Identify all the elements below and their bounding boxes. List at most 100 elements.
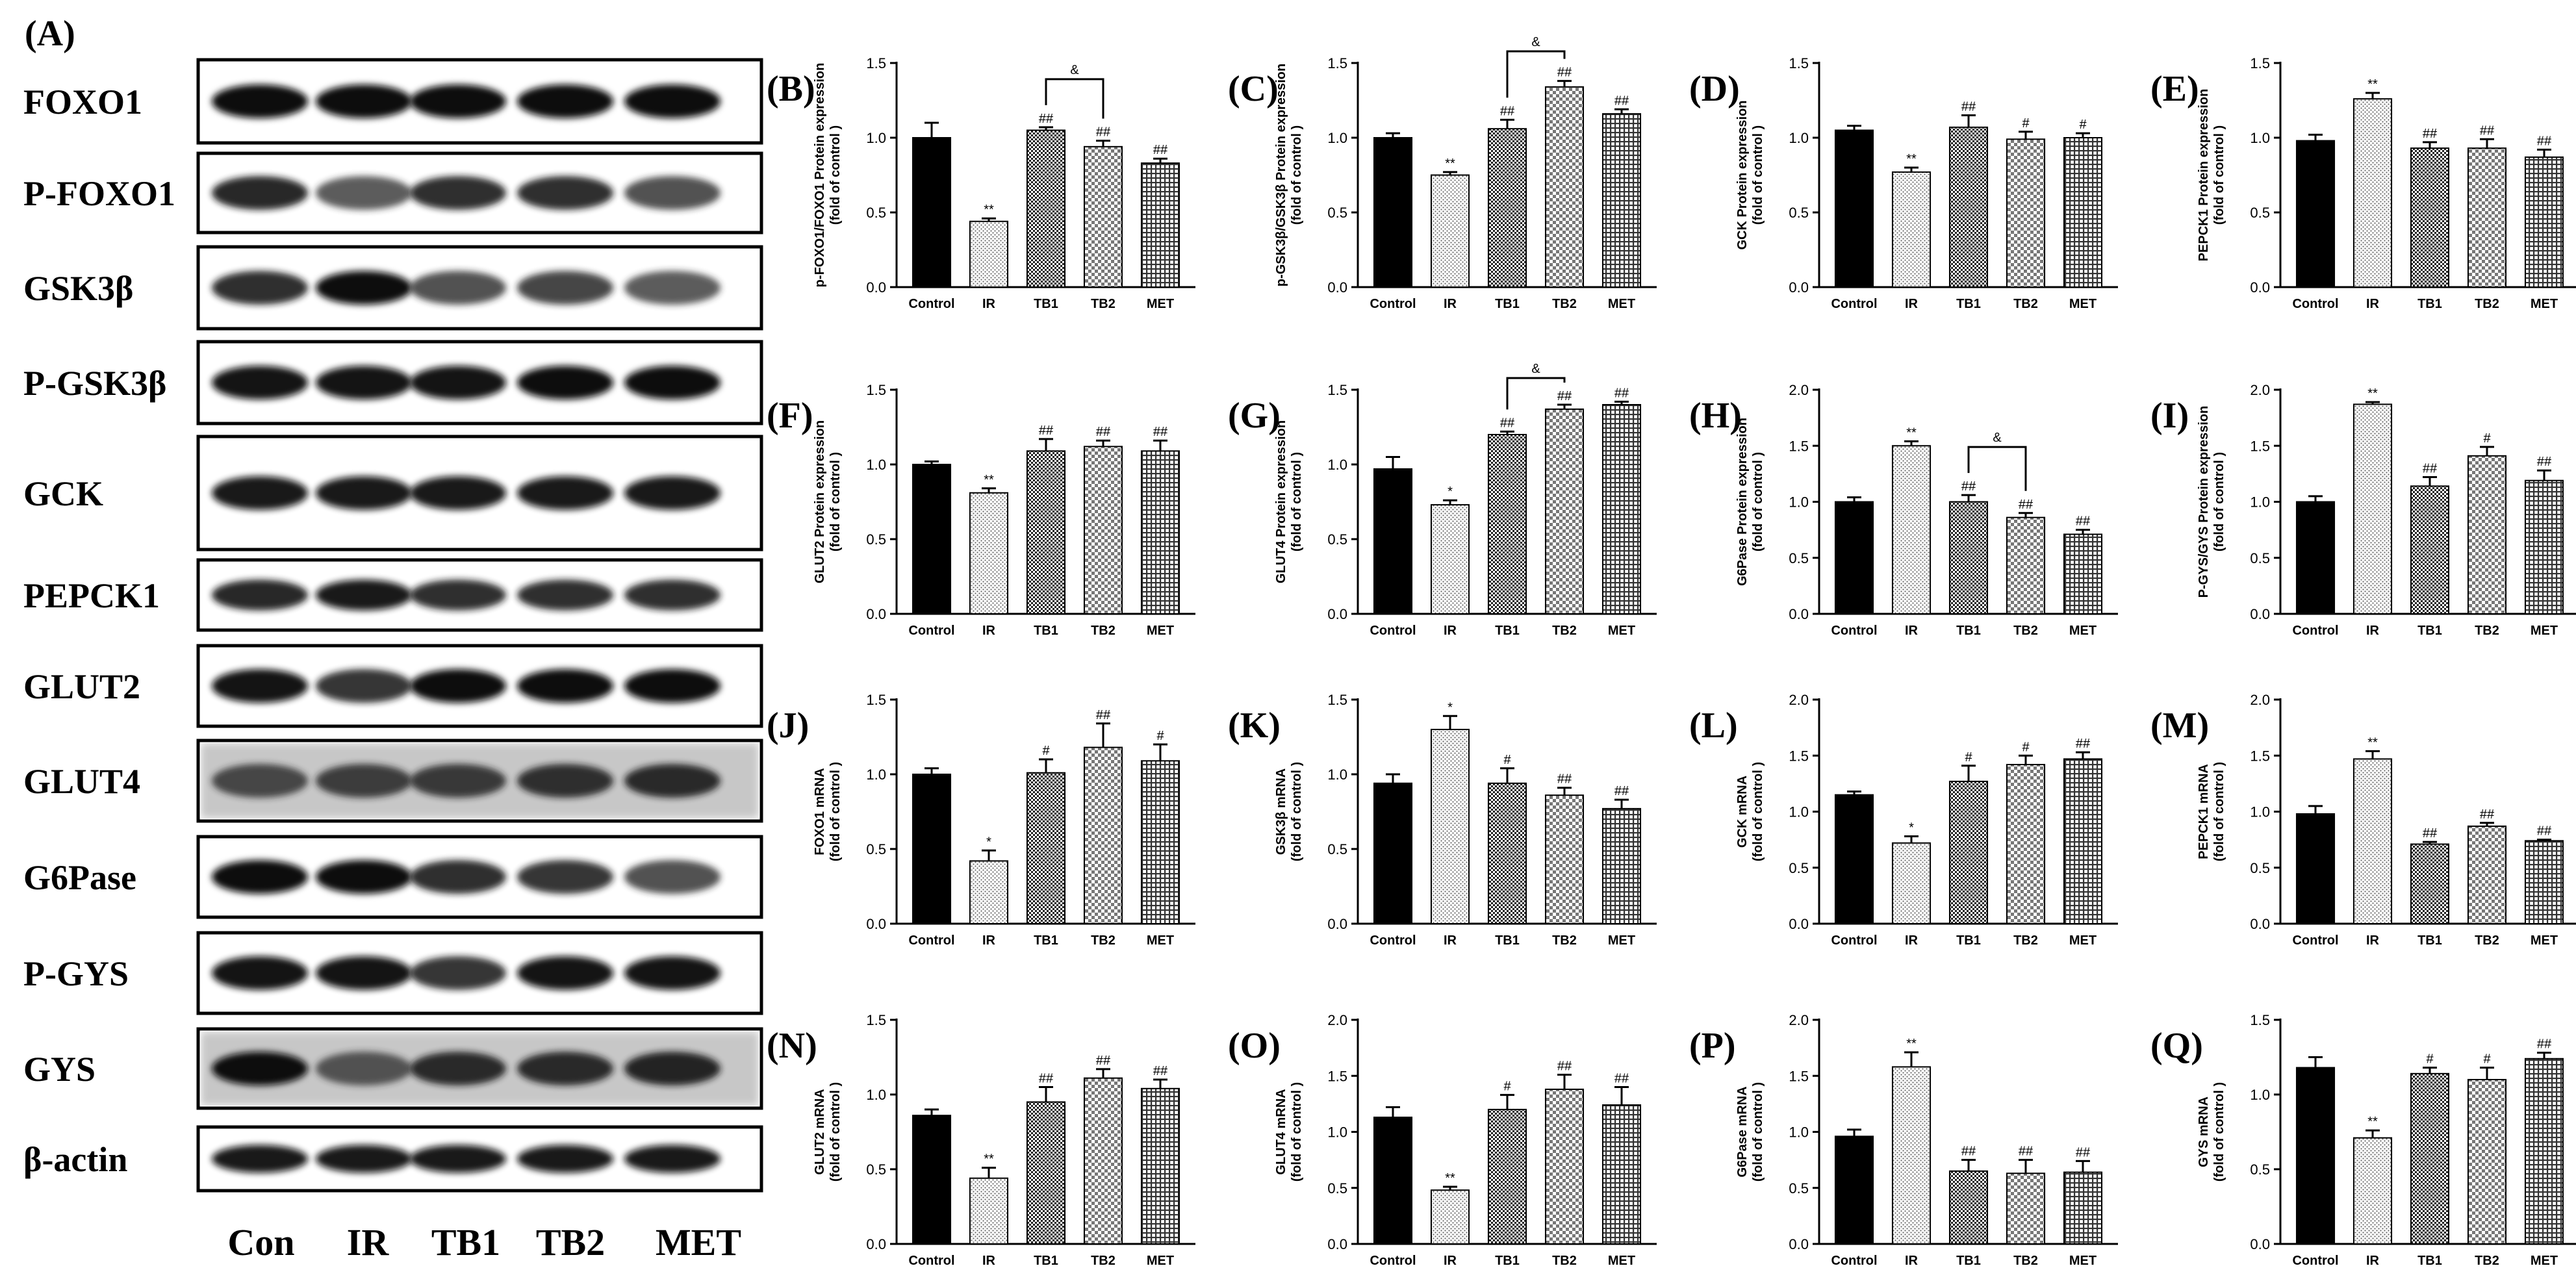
panel-label: (G) [1228,396,1281,436]
significance-mark: # [2483,1052,2491,1067]
significance-mark: ** [1906,1037,1917,1051]
y-tick-label: 1.5 [2250,748,2270,764]
blot-band [316,579,412,611]
y-tick-label: 0.0 [2250,916,2270,932]
bar-chart: (F) 0.0 0.5 1.0 1.5 GLUT2 Protein expression(… [767,382,1195,638]
bar [2410,843,2450,925]
y-tick-label: 0.5 [866,531,886,548]
bar [1140,450,1180,614]
y-axis-label: GLUT4 Protein expression (fold of control… [1274,420,1304,583]
blot-band [410,579,506,611]
y-tick-label: 1.0 [1789,130,1809,146]
panel-label: (P) [1689,1026,1736,1066]
x-tick-label: TB1 [2417,1254,2442,1268]
blot-band [212,956,308,990]
significance-mark: ## [1039,1072,1054,1086]
blot-band [410,176,506,210]
x-tick-label: TB1 [1956,1254,1981,1268]
bar [1891,842,1932,925]
bar [1430,729,1470,924]
x-tick-label: MET [1608,1254,1635,1268]
western-blot-panel: (A) FOXO1 P-FOXO1 GSK3β P-GSK3β GCK PEPCK1 GLU… [23,14,763,1263]
y-tick-label: 1.0 [2250,804,2270,820]
bar [1544,794,1585,924]
y-tick-label: 1.5 [2250,438,2270,454]
bar [2353,98,2393,288]
x-tick-label: TB1 [1034,297,1058,311]
blot-band [517,176,613,210]
bar [1891,171,1932,288]
x-tick-label: Control [908,624,954,638]
x-tick-label: IR [1905,933,1919,948]
y-tick-label: 1.5 [1789,55,1809,71]
y-tick-label: 0.5 [2250,205,2270,221]
x-tick-label: TB1 [2417,933,2442,948]
significance-mark: ## [1614,784,1629,798]
bar-chart: (C) 0.0 0.5 1.0 1.5 p-GSK3β/GSK3β Protein exp… [1228,35,1657,311]
bracket-label: & [1531,362,1540,376]
bar [912,137,952,288]
bar [2410,485,2450,614]
bar [1140,1087,1180,1245]
x-tick-label: TB2 [1552,624,1577,638]
y-axis-label: G6Pase mRNA (fold of control ) [1735,1082,1765,1182]
y-tick-label: 0.0 [1327,279,1347,296]
significance-mark: ## [1557,772,1572,787]
significance-mark: ** [984,473,994,487]
x-tick-label: IR [1905,1254,1919,1268]
panel-label: (L) [1689,705,1738,746]
significance-mark: # [2426,1052,2434,1067]
bar [2006,764,2046,925]
significance-mark: ## [2537,134,2552,148]
significance-mark: # [1503,753,1511,767]
significance-mark: ** [1445,157,1455,171]
significance-mark: ** [2367,386,2378,401]
blot-row-label: G6Pase [23,858,136,897]
x-tick-label: TB2 [1091,1254,1116,1268]
blot-band [316,1145,412,1173]
blot-band [212,1052,308,1085]
bar [1140,162,1180,288]
bar [1948,501,1989,614]
significance-mark: ## [1096,1054,1111,1068]
bar [2524,840,2564,924]
y-tick-label: 0.0 [1789,916,1809,932]
x-tick-label: IR [1444,1254,1457,1268]
x-tick-label: TB2 [2013,297,2038,311]
panel-label: (M) [2150,705,2209,746]
x-tick-label: IR [2366,1254,2380,1268]
blot-row-label: P-GYS [23,954,129,993]
significance-mark: ## [1096,125,1111,140]
bar [1601,113,1642,288]
y-tick-label: 1.5 [2250,1012,2270,1028]
panel-label: (E) [2150,69,2199,109]
comparison-bracket [1506,377,1566,410]
significance-mark: ## [1153,143,1168,157]
x-tick-label: Control [908,933,954,948]
bar-chart: (H) 0.0 0.5 1.0 1.5 2.0 G6Pase Protein express… [1689,382,2118,638]
significance-mark: ## [1557,1059,1572,1074]
significance-mark: ## [2480,123,2495,138]
panel-label: (H) [1689,396,1742,436]
significance-mark: ## [2480,807,2495,822]
bar-chart: (N) 0.0 0.5 1.0 1.5 GLUT2 mRNA (fold of contro… [767,1012,1195,1268]
bar [2006,516,2046,615]
x-tick-label: MET [2531,1254,2558,1268]
significance-mark: ** [1445,1171,1455,1185]
x-tick-label: Control [1370,1254,1416,1268]
x-tick-label: TB1 [1034,624,1058,638]
significance-mark: ** [1906,425,1917,440]
significance-mark: ## [1500,416,1515,430]
bar-chart: (L) 0.0 0.5 1.0 1.5 2.0 GCK mRNA (fold of contr… [1689,692,2118,948]
blot-band [316,366,412,399]
blot-row-label: β-actin [23,1140,127,1179]
x-tick-label: MET [2531,933,2558,948]
y-tick-label: 1.5 [1327,55,1347,71]
x-tick-label: Control [1370,297,1416,311]
panel-label-a: (A) [25,14,75,54]
x-tick-label: TB1 [2417,624,2442,638]
blot-band [212,669,308,703]
panel-label: (Q) [2150,1026,2203,1066]
blot-band [410,669,506,703]
blot-band [624,860,721,894]
